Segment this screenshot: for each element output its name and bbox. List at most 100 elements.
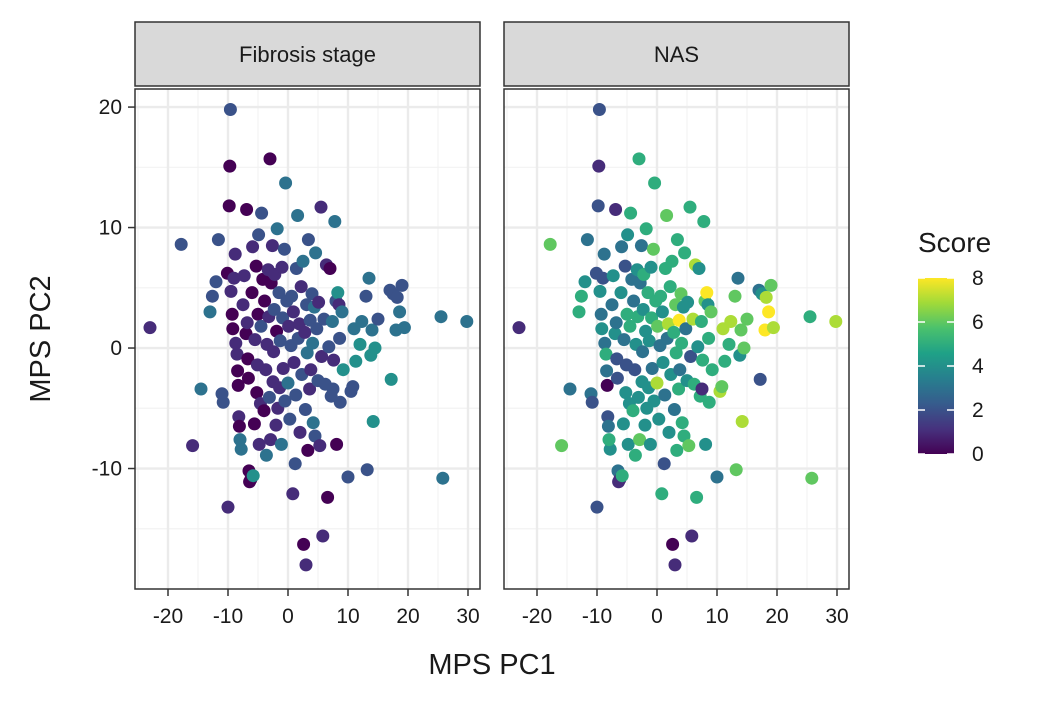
- scatter-point: [281, 376, 295, 390]
- panel-border-fibrosis-stage: [134, 88, 481, 590]
- scatter-point: [580, 233, 594, 247]
- scatter-point: [282, 319, 296, 333]
- scatter-point: [724, 315, 738, 328]
- scatter-point: [594, 307, 608, 321]
- scatter-point: [600, 378, 614, 392]
- scatter-point: [668, 558, 682, 572]
- scatter-point: [301, 443, 315, 457]
- scatter-point: [246, 240, 260, 254]
- scatter-point: [610, 371, 624, 385]
- scatter-point: [646, 242, 660, 256]
- scatter-point: [240, 203, 254, 216]
- y-tick-label: -10: [92, 458, 122, 481]
- scatter-point: [702, 395, 716, 409]
- scatter-point: [335, 305, 349, 319]
- scatter-point: [628, 448, 642, 462]
- scatter-point: [591, 199, 605, 213]
- scatter-point: [371, 312, 385, 326]
- scatter-point: [287, 356, 301, 369]
- scatter-point: [636, 345, 650, 359]
- scatter-point: [205, 289, 219, 303]
- scatter-point: [710, 470, 724, 484]
- scatter-point: [762, 305, 776, 319]
- scatter-point: [691, 340, 705, 354]
- scatter-point: [293, 425, 307, 439]
- scatter-point: [231, 364, 245, 378]
- strip-nas: [503, 21, 850, 87]
- scatter-point: [323, 262, 337, 275]
- scatter-point: [336, 363, 350, 377]
- scatter-point: [555, 439, 569, 453]
- scatter-point: [667, 325, 681, 339]
- scatter-point: [258, 294, 272, 308]
- scatter-point: [619, 386, 633, 400]
- scatter-point: [603, 442, 617, 456]
- scatter-point: [250, 386, 264, 400]
- legend-tick-label: 2: [972, 399, 984, 422]
- scatter-point: [705, 363, 719, 377]
- scatter-point: [610, 352, 624, 366]
- scatter-point: [585, 395, 599, 409]
- scatter-point: [232, 419, 246, 433]
- scatter-point: [667, 403, 681, 416]
- scatter-point: [574, 289, 588, 303]
- strip-label-fibrosis-stage: Fibrosis stage: [239, 42, 376, 67]
- scatter-point: [252, 437, 266, 451]
- scatter-point: [641, 286, 655, 300]
- scatter-point: [665, 254, 679, 268]
- strip-label-nas: NAS: [654, 42, 699, 67]
- scatter-point: [241, 352, 255, 366]
- scatter-point: [223, 159, 237, 173]
- scatter-point: [230, 347, 244, 361]
- scatter-point: [308, 429, 322, 443]
- scatter-point: [602, 433, 616, 447]
- scatter-point: [685, 529, 699, 543]
- scatter-point: [592, 159, 606, 173]
- x-tick-label: -20: [522, 605, 552, 628]
- scatter-point: [678, 246, 692, 260]
- scatter-point: [753, 372, 767, 386]
- scatter-point: [670, 443, 684, 457]
- scatter-point: [631, 390, 645, 404]
- x-tick-label: -10: [213, 605, 243, 628]
- legend-tick-label: 4: [972, 355, 984, 378]
- scatter-point: [257, 404, 271, 418]
- scatter-point: [734, 323, 748, 337]
- scatter-point: [194, 382, 208, 396]
- x-tick-label: 20: [765, 605, 788, 628]
- scatter-point: [297, 537, 311, 551]
- scatter-point: [313, 439, 327, 453]
- scatter-point: [353, 337, 367, 351]
- scatter-point: [759, 290, 773, 304]
- scatter-point: [601, 419, 615, 433]
- scatter-point: [609, 316, 623, 330]
- x-tick-label: 0: [651, 605, 663, 628]
- scatter-point: [322, 340, 336, 354]
- scatter-point: [265, 239, 279, 253]
- scatter-point: [349, 354, 363, 368]
- scatter-point: [681, 295, 695, 309]
- scatter-point: [595, 322, 609, 336]
- scatter-point: [397, 321, 411, 335]
- scatter-point: [224, 284, 238, 298]
- scatter-point: [632, 152, 646, 166]
- x-tick-label: 30: [825, 605, 848, 628]
- scatter-point: [331, 286, 345, 300]
- scatter-point: [620, 307, 634, 321]
- scatter-point: [633, 433, 647, 447]
- scatter-point: [615, 240, 629, 254]
- scatter-point: [247, 417, 261, 431]
- scatter-point: [255, 206, 269, 220]
- scatter-point: [593, 284, 607, 298]
- scatter-point: [695, 382, 709, 396]
- scatter-point: [729, 463, 743, 477]
- scatter-point: [232, 410, 246, 424]
- scatter-point: [660, 209, 674, 222]
- scatter-point: [704, 305, 718, 319]
- scatter-point: [251, 307, 265, 321]
- scatter-point: [639, 222, 653, 236]
- scatter-point: [384, 372, 398, 386]
- scatter-point: [298, 403, 312, 416]
- scatter-point: [543, 237, 557, 251]
